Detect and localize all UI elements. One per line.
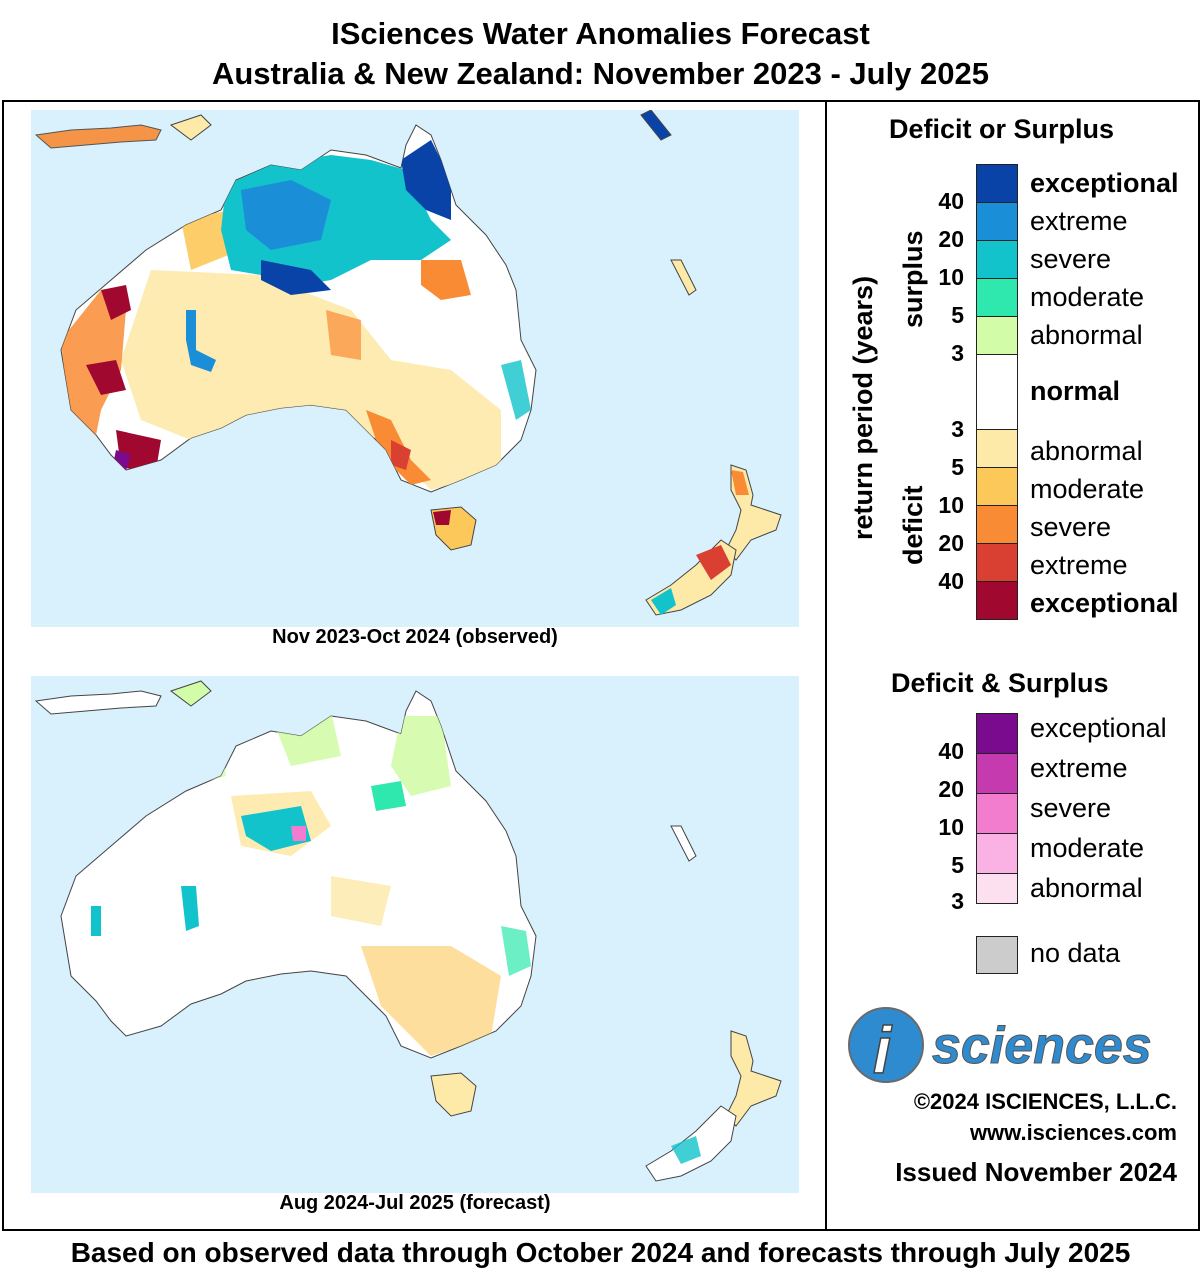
tick-surplus-20: 20 xyxy=(938,226,964,252)
tick-deficit-5: 5 xyxy=(951,454,964,480)
swatch-surplus-abnormal xyxy=(976,316,1018,355)
title-line-1: ISciences Water Anomalies Forecast xyxy=(331,16,870,51)
label-no-data: no data xyxy=(1030,938,1121,968)
label-both-abnormal: abnormal xyxy=(1030,873,1143,903)
tick-surplus-10: 10 xyxy=(938,264,964,290)
observed-map-caption: Nov 2023-Oct 2024 (observed) xyxy=(272,626,558,648)
label-surplus-abnormal: abnormal xyxy=(1030,320,1143,350)
observed-map xyxy=(31,110,799,627)
title-line-2: Australia & New Zealand: November 2023 -… xyxy=(211,56,990,91)
swatch-deficit-extreme xyxy=(976,543,1018,582)
swatch-surplus-moderate xyxy=(976,278,1018,317)
tick-deficit-3: 3 xyxy=(951,416,964,442)
tick-surplus-3: 3 xyxy=(951,340,964,366)
swatch-surplus-severe xyxy=(976,240,1018,279)
figure-frame xyxy=(2,100,1200,1231)
isciences-logo: i sciences xyxy=(848,1005,1188,1088)
nz-north-island-forecast xyxy=(725,1030,782,1127)
tick-deficit-10: 10 xyxy=(938,492,964,518)
tick-surplus-5: 5 xyxy=(951,302,964,328)
label-surplus-exceptional: exceptional xyxy=(1030,168,1179,198)
label-deficit-extreme: extreme xyxy=(1030,550,1128,580)
swatch-surplus-extreme xyxy=(976,202,1018,241)
label-deficit-severe: severe xyxy=(1030,512,1112,542)
legend-title-deficit-and-surplus: Deficit & Surplus xyxy=(891,668,1109,698)
islands-north xyxy=(34,124,162,149)
tick-both-20: 20 xyxy=(938,776,964,802)
tick-both-40: 40 xyxy=(938,738,964,764)
label-both-moderate: moderate xyxy=(1030,833,1145,863)
tick-both-5: 5 xyxy=(951,852,964,878)
label-surplus-moderate: moderate xyxy=(1030,282,1145,312)
swatch-normal xyxy=(976,354,1018,430)
label-deficit-abnormal: abnormal xyxy=(1030,436,1143,466)
tick-deficit-20: 20 xyxy=(938,530,964,556)
swatch-no-data xyxy=(976,936,1018,974)
label-deficit-moderate: moderate xyxy=(1030,474,1145,504)
tasmania-forecast xyxy=(430,1072,477,1117)
label-deficit-exceptional: exceptional xyxy=(1030,588,1179,618)
swatch-surplus-exceptional xyxy=(976,164,1018,203)
label-surplus-extreme: extreme xyxy=(1030,206,1128,236)
swatch-both-moderate xyxy=(976,833,1018,874)
swatch-deficit-exceptional xyxy=(976,581,1018,620)
website: www.isciences.com xyxy=(969,1120,1177,1145)
footer-note: Based on observed data through October 2… xyxy=(70,1237,1131,1268)
issued-date: Issued November 2024 xyxy=(895,1157,1177,1187)
tick-deficit-40: 40 xyxy=(938,568,964,594)
label-both-severe: severe xyxy=(1030,793,1112,823)
label-surplus-severe: severe xyxy=(1030,244,1112,274)
swatch-deficit-severe xyxy=(976,505,1018,544)
label-both-exceptional: exceptional xyxy=(1030,713,1167,743)
logo-letter: i xyxy=(873,1013,893,1085)
swatch-both-severe xyxy=(976,793,1018,834)
forecast-map xyxy=(31,676,799,1193)
tick-both-3: 3 xyxy=(951,888,964,914)
swatch-deficit-moderate xyxy=(976,467,1018,506)
label-both-extreme: extreme xyxy=(1030,753,1128,783)
copyright: ©2024 ISCIENCES, L.L.C. xyxy=(913,1089,1177,1114)
panel-divider xyxy=(825,100,827,1231)
legend-axis-label: return period (years) xyxy=(848,275,878,540)
swatch-both-exceptional xyxy=(976,713,1018,754)
legend-title-deficit-or-surplus: Deficit or Surplus xyxy=(889,114,1115,144)
tick-both-10: 10 xyxy=(938,814,964,840)
label-normal: normal xyxy=(1030,376,1121,406)
swatch-deficit-abnormal xyxy=(976,429,1018,468)
logo-text: sciences xyxy=(932,1017,1152,1075)
swatch-both-extreme xyxy=(976,753,1018,794)
swatch-both-abnormal xyxy=(976,873,1018,904)
forecast-map-caption: Aug 2024-Jul 2025 (forecast) xyxy=(279,1192,551,1214)
tick-surplus-40: 40 xyxy=(938,188,964,214)
